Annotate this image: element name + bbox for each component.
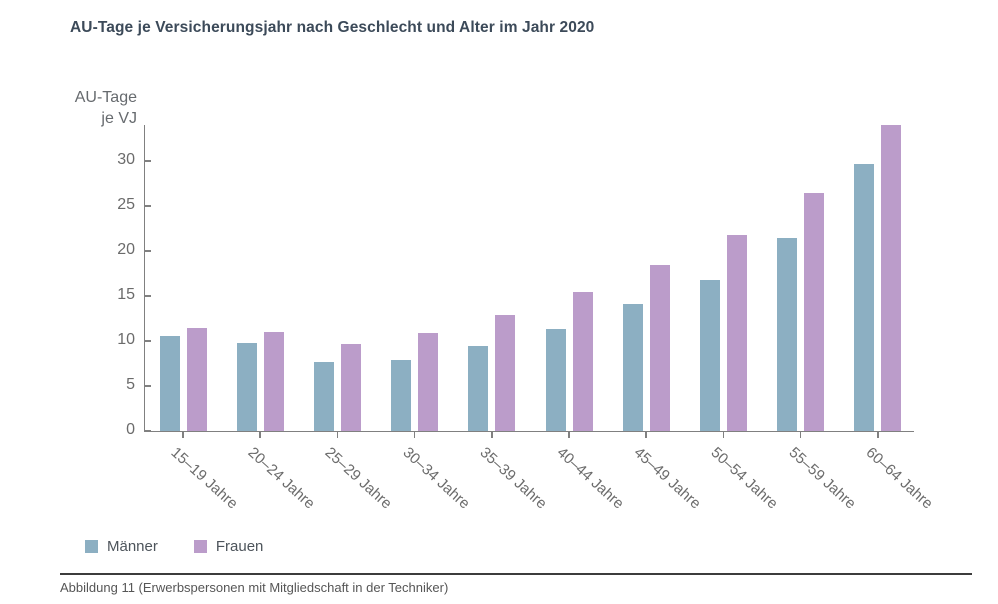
bar-maenner-6	[622, 304, 643, 431]
legend-label-frauen: Frauen	[215, 538, 264, 555]
legend: Männer Frauen	[85, 538, 263, 555]
caption: Abbildung 11 (Erwerbspersonen mit Mitgli…	[60, 580, 449, 595]
bar-maenner-9	[854, 163, 875, 431]
y-tick-mark	[144, 250, 151, 252]
y-tick-mark	[144, 160, 151, 162]
chart-title: AU-Tage je Versicherungsjahr nach Geschl…	[70, 19, 595, 36]
bar-maenner-2	[313, 361, 334, 431]
bar-frauen-5	[572, 291, 593, 431]
y-axis-title: AU-Tage je VJ	[37, 88, 137, 130]
bar-maenner-5	[545, 329, 566, 431]
x-axis-line	[143, 430, 914, 432]
y-tick-mark	[144, 430, 151, 432]
y-tick-label: 15	[117, 286, 135, 303]
x-tick-mark	[722, 432, 725, 438]
y-tick-mark	[144, 205, 151, 207]
bar-frauen-7	[726, 234, 747, 431]
bar-frauen-3	[418, 332, 439, 431]
y-tick-label: 10	[117, 331, 135, 348]
y-axis-title-line1: AU-Tage	[74, 89, 137, 106]
x-tick-mark	[568, 432, 570, 438]
bar-frauen-8	[804, 192, 825, 431]
x-tick-mark	[413, 432, 416, 438]
y-tick-mark	[144, 295, 151, 297]
bar-maenner-8	[777, 238, 798, 431]
bar-frauen-1	[263, 332, 284, 431]
y-tick-mark	[144, 385, 151, 387]
y-tick-label: 20	[117, 241, 135, 258]
bar-maenner-3	[391, 359, 412, 431]
x-category-label: 40–44 Jahre	[553, 444, 627, 513]
x-category-label: 45–49 Jahre	[630, 444, 705, 513]
x-category-label: 15–19 Jahre	[167, 444, 241, 513]
x-category-label: 25–29 Jahre	[322, 444, 396, 513]
y-tick-label: 30	[117, 151, 135, 168]
y-axis-line	[143, 125, 145, 432]
bar-frauen-2	[340, 343, 361, 431]
legend-swatch-frauen	[193, 540, 207, 553]
x-tick-mark	[182, 432, 184, 438]
x-category-label: 20–24 Jahre	[244, 444, 319, 513]
y-tick-label: 5	[126, 376, 135, 393]
x-tick-mark	[799, 432, 802, 438]
x-tick-mark	[259, 432, 261, 438]
legend-item-frauen: Frauen	[193, 538, 264, 555]
x-category-label: 55–59 Jahre	[785, 444, 859, 513]
bar-maenner-1	[236, 342, 257, 431]
x-tick-mark	[645, 432, 647, 438]
legend-swatch-maenner	[85, 540, 98, 553]
bar-frauen-6	[649, 264, 670, 431]
y-tick-label: 25	[117, 196, 135, 213]
legend-label-maenner: Männer	[107, 538, 158, 555]
y-tick-label: 0	[126, 421, 135, 438]
x-category-label: 35–39 Jahre	[476, 444, 550, 513]
bar-maenner-4	[468, 346, 489, 431]
bar-frauen-0	[186, 327, 207, 431]
legend-item-maenner: Männer	[85, 538, 158, 555]
x-tick-mark	[336, 432, 339, 438]
x-tick-mark	[491, 432, 493, 438]
x-category-label: 50–54 Jahre	[708, 444, 782, 513]
x-category-label: 30–34 Jahre	[399, 444, 473, 513]
y-tick-mark	[144, 340, 151, 342]
bar-maenner-7	[699, 279, 720, 431]
caption-rule	[60, 573, 972, 575]
x-tick-mark	[877, 432, 879, 438]
y-axis-title-line2: je VJ	[101, 109, 137, 127]
bar-frauen-4	[495, 314, 516, 431]
x-category-label: 60–64 Jahre	[862, 444, 936, 513]
bar-maenner-0	[159, 335, 180, 431]
bar-frauen-9	[881, 125, 902, 431]
